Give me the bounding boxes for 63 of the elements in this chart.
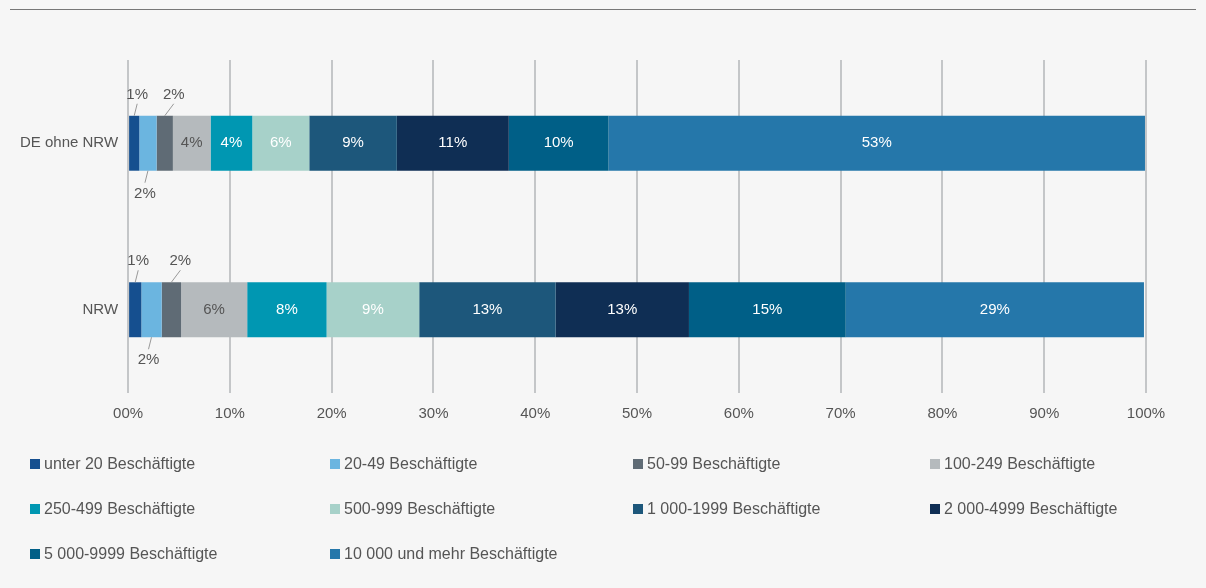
bar <box>252 115 310 171</box>
bar <box>326 282 420 338</box>
data-label: 11% <box>438 133 468 151</box>
bar <box>156 115 173 171</box>
data-label: 9% <box>342 133 364 151</box>
bar <box>419 282 556 338</box>
x-tick-label: 00% <box>113 404 144 422</box>
x-tick-label: 10% <box>214 404 245 422</box>
data-label: 10% <box>543 133 574 151</box>
bar <box>172 115 211 171</box>
legend-label: 2 000-4999 Beschäftigte <box>944 500 1118 518</box>
bar <box>141 282 162 338</box>
x-tick-label: 100% <box>1126 404 1166 422</box>
bar <box>161 282 182 338</box>
legend-label: 1 000-1999 Beschäftigte <box>647 500 821 518</box>
data-label: 29% <box>979 299 1010 317</box>
data-label: 9% <box>362 299 384 317</box>
data-label: 4% <box>220 133 243 151</box>
x-tick-label: 20% <box>316 404 347 422</box>
bar <box>247 282 327 338</box>
y-tick-label: DE ohne NRW <box>20 133 119 151</box>
x-tick-label: 40% <box>520 404 551 422</box>
data-label: 2% <box>137 350 160 368</box>
data-label: 2% <box>134 183 156 201</box>
legend-label: 100-249 Beschäftigte <box>944 455 1096 473</box>
legend-label: 5 000-9999 Beschäftigte <box>44 545 218 563</box>
legend-label: 500-999 Beschäftigte <box>344 500 496 518</box>
bar <box>129 115 140 171</box>
y-tick-label: NRW <box>82 299 119 317</box>
bar <box>139 115 157 171</box>
bar <box>688 282 846 338</box>
bar <box>181 282 248 338</box>
data-label: 13% <box>607 299 638 317</box>
legend-label: 20-49 Beschäftigte <box>344 455 478 473</box>
data-label: 13% <box>472 299 503 317</box>
bar <box>608 115 1145 171</box>
bar <box>309 115 397 171</box>
data-label: 1% <box>127 251 150 269</box>
legend-label: 50-99 Beschäftigte <box>647 455 781 473</box>
x-tick-label: 90% <box>1029 404 1060 422</box>
data-label: 15% <box>752 299 783 317</box>
data-label: 53% <box>861 133 892 151</box>
bar <box>555 282 689 338</box>
data-label: 1% <box>126 84 149 102</box>
legend-label: 10 000 und mehr Beschäftigte <box>344 545 558 563</box>
bar <box>845 282 1144 338</box>
x-tick-label: 50% <box>622 404 653 422</box>
x-tick-label: 80% <box>927 404 958 422</box>
data-label: 2% <box>169 251 192 269</box>
bar <box>129 282 142 338</box>
x-tick-label: 70% <box>825 404 856 422</box>
legend-label: unter 20 Beschäftigte <box>44 455 196 473</box>
legend-label: 250-499 Beschäftigte <box>44 500 196 518</box>
data-label: 6% <box>203 299 225 317</box>
data-label: 6% <box>269 133 292 151</box>
bar <box>396 115 509 171</box>
x-tick-label: 60% <box>723 404 754 422</box>
bar <box>210 115 253 171</box>
data-label: 2% <box>162 84 185 102</box>
data-label: 4% <box>180 133 203 151</box>
data-label: 8% <box>276 299 298 317</box>
x-tick-label: 30% <box>418 404 449 422</box>
bar <box>508 115 609 171</box>
